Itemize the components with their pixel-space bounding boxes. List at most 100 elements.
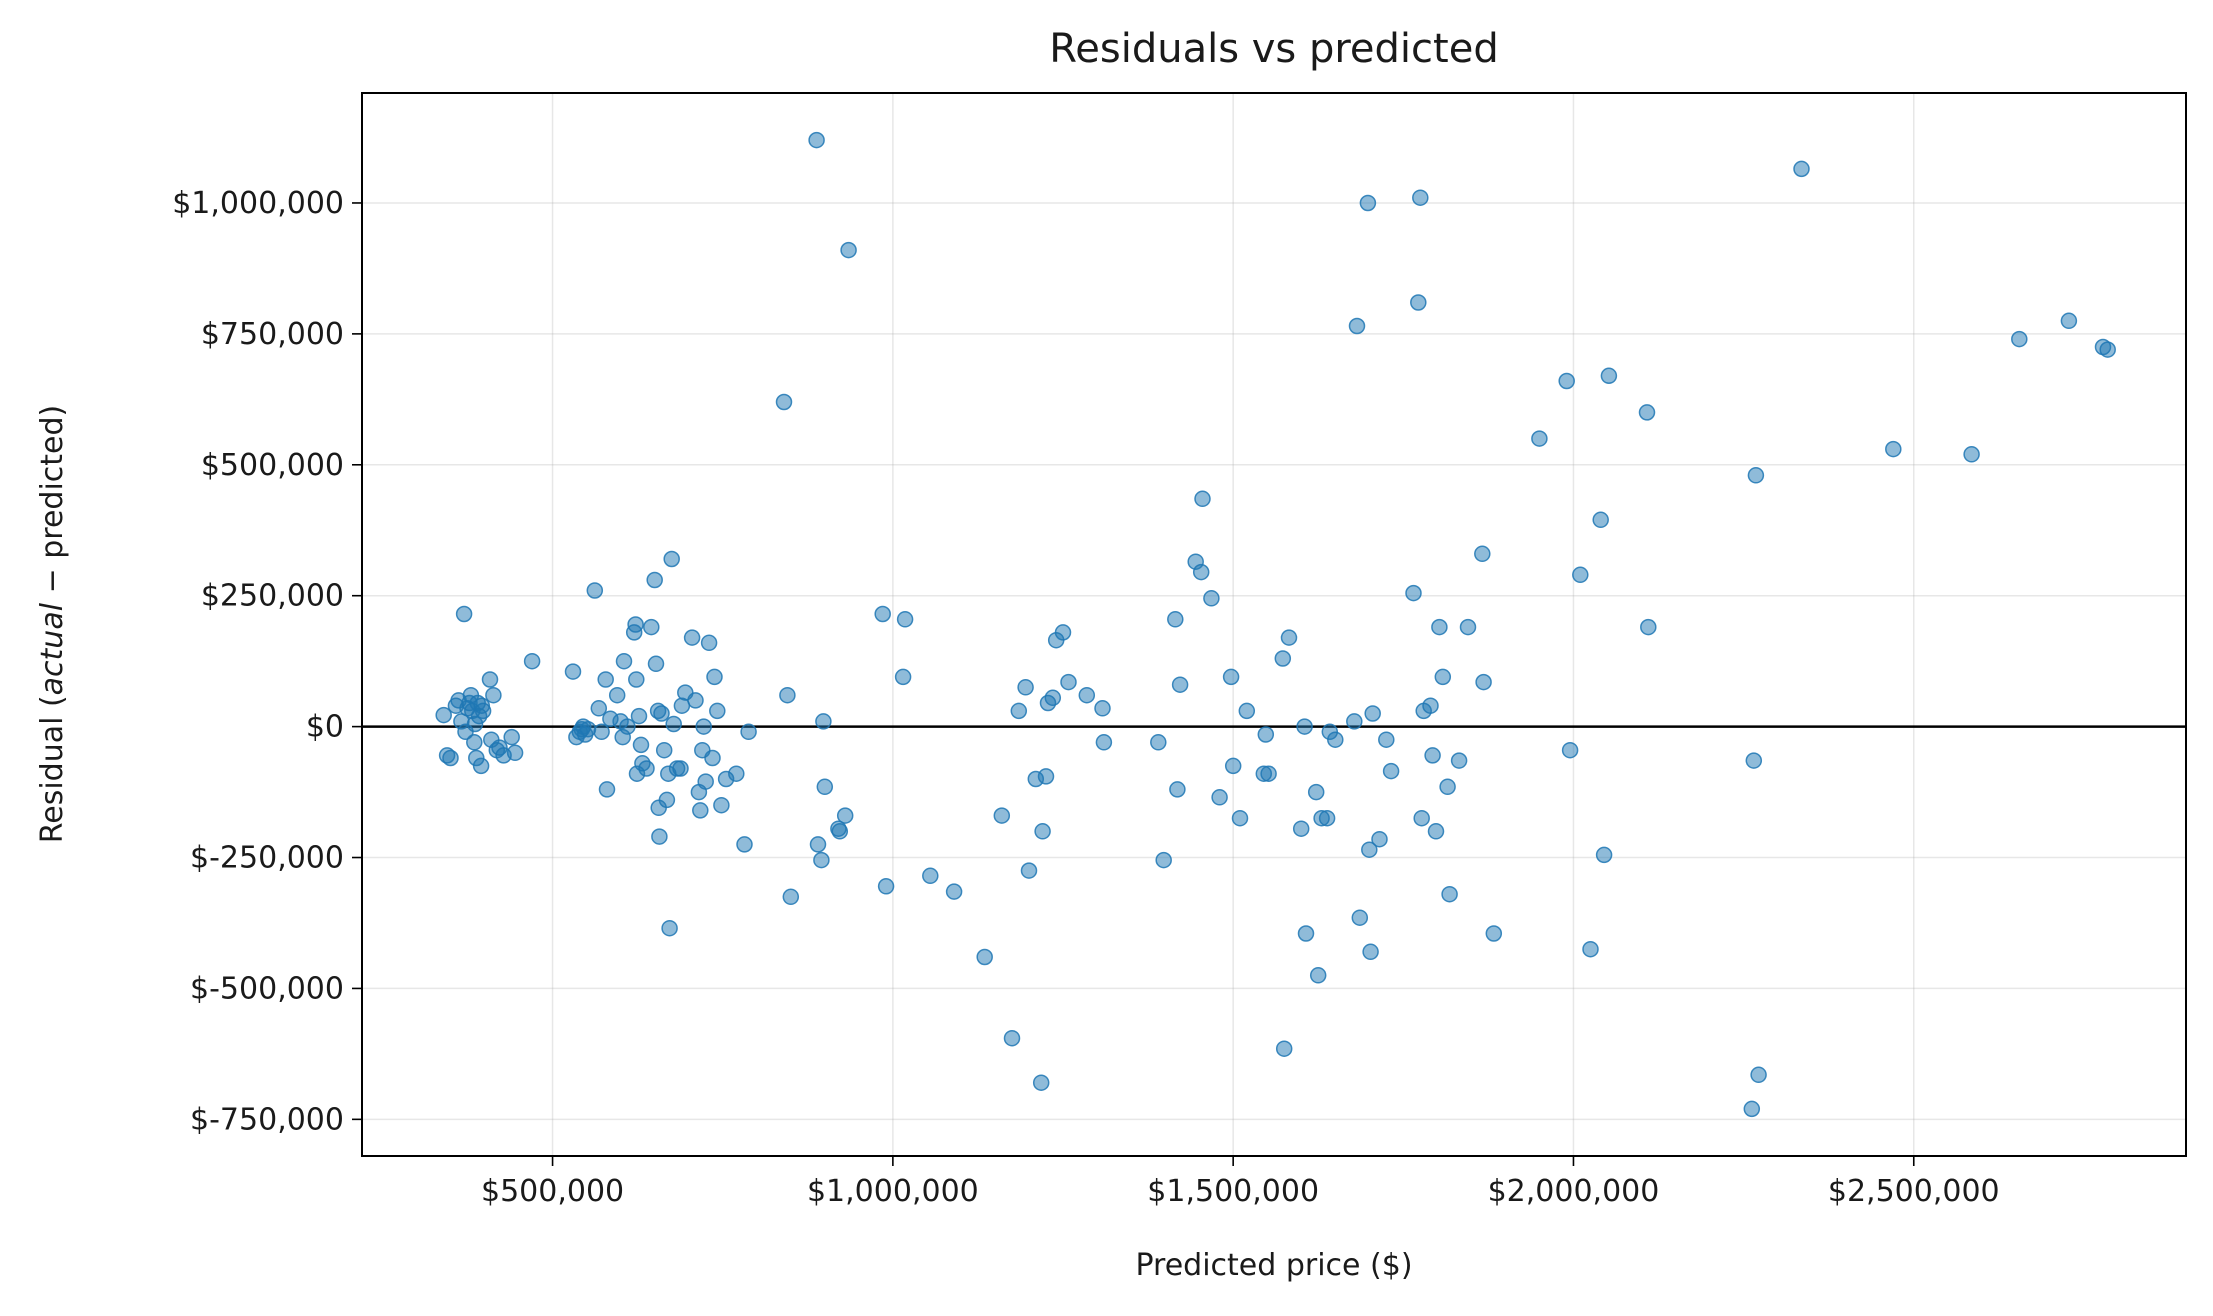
scatter-point	[1095, 734, 1113, 751]
scatter-point	[485, 686, 502, 704]
scatter-point	[1963, 446, 1980, 463]
scatter-point	[1034, 823, 1051, 840]
scatter-point	[593, 723, 610, 741]
scatter-point	[1309, 967, 1327, 984]
scatter-point	[1010, 702, 1028, 720]
scatter-point	[1020, 862, 1038, 879]
scatter-point	[1260, 765, 1277, 782]
scatter-point	[619, 718, 636, 735]
scatter-point	[615, 652, 633, 670]
scatter-point	[1600, 367, 1618, 385]
scatter-point	[813, 851, 830, 869]
scatter-point	[1572, 566, 1589, 584]
chart-title: Residuals vs predicted	[1049, 26, 1498, 72]
x-tick-label: $2,500,000	[1828, 1174, 2000, 1209]
x-axis-ticks: $500,000 $1,000,000 $1,500,000 $2,000,000 $2…	[481, 1156, 2000, 1209]
scatter-point	[831, 823, 849, 840]
scatter-point	[1441, 885, 1458, 903]
scatter-point	[922, 867, 939, 885]
scatter-point	[1885, 440, 1902, 458]
scatter-point	[466, 734, 483, 751]
scatter-point	[579, 720, 597, 738]
x-axis-title: Predicted price ($)	[1135, 1248, 1412, 1283]
scatter-point	[697, 773, 714, 790]
scatter-point	[655, 741, 673, 759]
scatter-point	[1274, 650, 1292, 667]
scatter-point	[809, 836, 827, 853]
scatter-point	[1017, 679, 1034, 696]
scatter-point	[1371, 830, 1388, 848]
scatter-point	[709, 702, 726, 720]
scatter-point	[1558, 372, 1575, 390]
scatter-point	[1450, 752, 1468, 769]
scatter-point	[1362, 943, 1379, 961]
scatter-point	[1346, 713, 1363, 730]
scatter-point	[1592, 511, 1609, 529]
scatter-point	[455, 605, 473, 623]
scatter-point	[1427, 823, 1445, 840]
scatter-point	[1640, 618, 1657, 636]
scatter-point	[782, 888, 800, 906]
scatter-point	[647, 655, 665, 673]
scatter-point	[1439, 778, 1456, 796]
scatter-point	[1382, 762, 1400, 780]
scatter-point	[627, 616, 644, 633]
scatter-point	[1351, 909, 1369, 926]
scatter-point	[808, 131, 825, 149]
scatter-point	[638, 760, 655, 777]
scatter-point	[1032, 1074, 1050, 1091]
scatter-point	[1459, 618, 1477, 636]
scatter-point	[630, 707, 648, 725]
scatter-point	[646, 571, 663, 589]
scatter-point	[1307, 783, 1325, 801]
scatter-point	[775, 393, 793, 411]
scatter-point	[1413, 809, 1430, 827]
scatter-point	[658, 791, 676, 809]
scatter-point	[1410, 294, 1427, 311]
x-tick-label: $500,000	[481, 1174, 624, 1209]
scatter-point	[2060, 312, 2078, 330]
x-tick-label: $1,000,000	[807, 1174, 979, 1209]
scatter-point	[896, 611, 914, 628]
scatter-point	[1318, 809, 1336, 827]
scatter-point	[1003, 1029, 1021, 1047]
scatter-point	[1485, 925, 1503, 942]
scatter-point	[874, 605, 891, 623]
scatter-point	[1422, 697, 1439, 714]
scatter-point	[692, 802, 709, 819]
scatter-point	[1238, 702, 1256, 720]
scatter-point	[1745, 752, 1763, 769]
y-axis-ticks: $-750,000 $-500,000 $-250,000 $0 $250,000 $50…	[172, 186, 362, 1137]
scatter-point	[1060, 673, 1077, 691]
x-tick-label: $1,500,000	[1147, 1174, 1319, 1209]
scatter-point	[672, 760, 689, 777]
scatter-point	[1361, 841, 1378, 858]
scatter-point	[779, 686, 796, 704]
scatter-point	[877, 878, 895, 895]
scatter-point	[1638, 404, 1656, 421]
scatter-point	[1561, 741, 1579, 759]
scatter-point	[976, 948, 993, 966]
plot-frame	[361, 92, 2187, 1157]
scatter-point	[1257, 726, 1275, 743]
scatter-point	[840, 241, 857, 259]
scatter-point	[503, 728, 520, 746]
scatter-point	[435, 706, 452, 724]
scatter-point	[1150, 734, 1167, 751]
scatter-point	[608, 686, 626, 704]
y-tick-label: $-500,000	[190, 971, 344, 1006]
scatter-point	[1155, 851, 1172, 869]
scatter-point	[728, 765, 745, 782]
scatter-point	[1078, 686, 1096, 704]
scatter-point	[598, 781, 616, 798]
scatter-point	[632, 736, 650, 754]
scatter-point	[700, 634, 718, 652]
scatter-point	[1743, 1100, 1761, 1118]
scatter-point	[1296, 718, 1313, 735]
scatter-point	[1750, 1066, 1767, 1084]
scatter-point	[1211, 789, 1228, 806]
scatter-point	[597, 671, 614, 688]
scatter-point	[894, 668, 912, 686]
scatter-point	[1037, 768, 1055, 785]
